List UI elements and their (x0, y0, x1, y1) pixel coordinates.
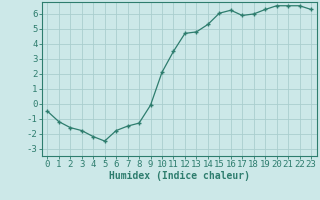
X-axis label: Humidex (Indice chaleur): Humidex (Indice chaleur) (109, 171, 250, 181)
